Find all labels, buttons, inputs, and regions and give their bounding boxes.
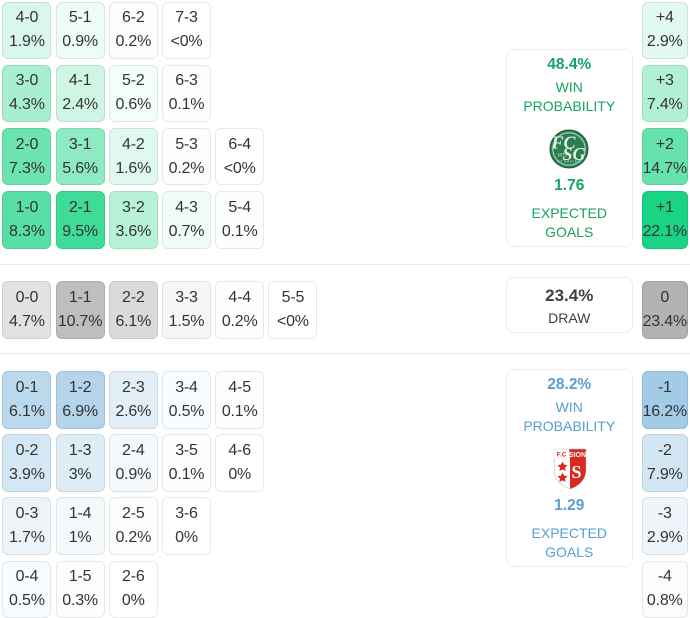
svg-text:FC: FC — [550, 133, 576, 153]
svg-text:S: S — [571, 462, 581, 482]
svg-text:SION: SION — [569, 452, 586, 459]
svg-text:1879: 1879 — [556, 153, 567, 159]
svg-text:SG: SG — [562, 144, 585, 164]
svg-text:ST.GALLEN: ST.GALLEN — [557, 160, 581, 164]
svg-text:F.C: F.C — [557, 452, 567, 459]
